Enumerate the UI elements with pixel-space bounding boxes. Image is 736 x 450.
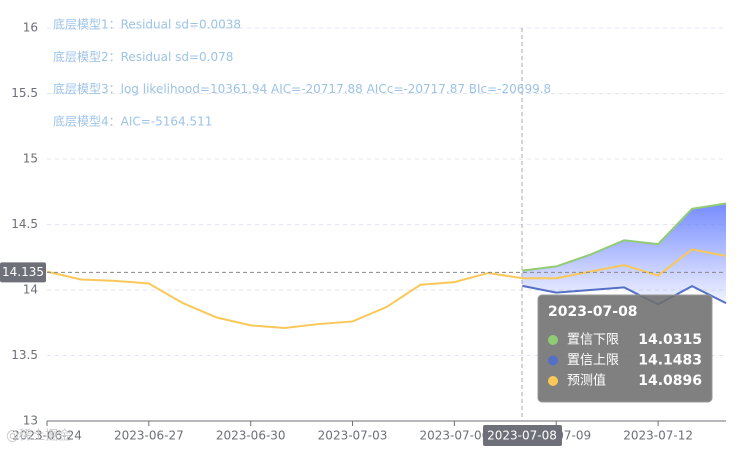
tooltip-name: 预测值 [567, 373, 606, 389]
tooltip: 2023-07-08 置信下限 14.0315 置信上限 14.1483 预测值 14.0… [537, 294, 713, 403]
tooltip-box [537, 294, 713, 403]
x-tick-label: 2023-07-12 [623, 429, 693, 443]
tooltip-value: 14.0896 [638, 373, 702, 389]
annotation: 底层模型1：Residual sd=0.0038 [53, 17, 241, 32]
y-tick-label: 14 [23, 283, 38, 297]
annotation: 底层模型2：Residual sd=0.078 [53, 49, 233, 64]
y-tick-label: 13.5 [11, 348, 38, 362]
tooltip-dot [548, 376, 558, 386]
series-line [46, 248, 727, 329]
tooltip-title: 2023-07-08 [548, 304, 638, 320]
x-tick-label: 2023-06-24 [12, 429, 82, 443]
x-tick-label: 2023-06-27 [114, 429, 184, 443]
y-tick-label: 15 [23, 152, 38, 166]
y-tick-label: 14.5 [11, 217, 38, 231]
x-tick-label: 2023-07-03 [318, 429, 388, 443]
y-tick-label: 13 [23, 414, 38, 428]
watermark: @稀土掘金 [6, 428, 71, 444]
tooltip-name: 置信下限 [567, 333, 619, 348]
tooltip-dot [548, 355, 558, 366]
annotation: 底层模型3：log likelihood=10361.94 AIC=-20717… [53, 81, 551, 96]
tooltip-value: 14.0315 [638, 332, 702, 348]
axis-pointer-y-label: 14.135 [2, 265, 44, 279]
annotation: 底层模型4：AIC=-5164.511 [53, 113, 212, 128]
y-tick-label: 15.5 [11, 86, 38, 100]
tooltip-name: 置信上限 [567, 353, 619, 368]
y-tick-label: 16 [23, 21, 38, 35]
series-line [522, 284, 727, 306]
axis-pointer-x-label: 2023-07-08 [487, 429, 557, 443]
axis-pointer-y-box [0, 262, 46, 283]
x-tick-label: 2023-06-30 [216, 429, 286, 443]
tooltip-dot [548, 335, 558, 345]
series-line [522, 202, 727, 272]
tooltip-value: 14.1483 [638, 353, 702, 369]
x-tick-label: 2023-07-06 [420, 429, 490, 443]
axis-pointer-x-box [483, 425, 562, 446]
confidence-band [522, 203, 726, 305]
